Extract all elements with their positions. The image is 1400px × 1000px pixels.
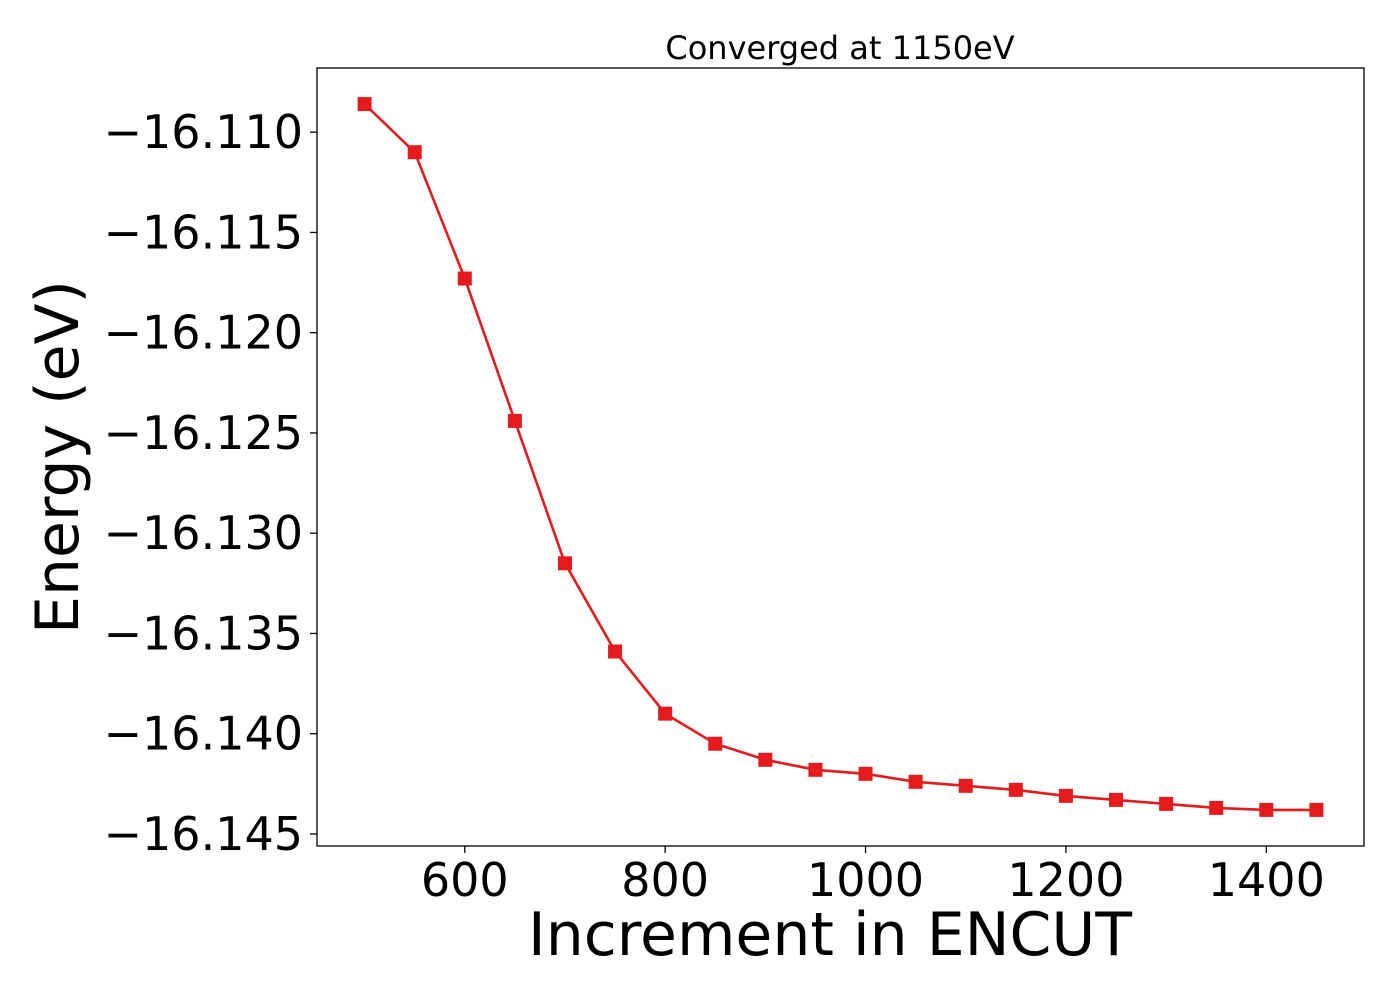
plot-frame <box>316 67 1365 847</box>
chart-title: Converged at 1150eV <box>665 29 1014 67</box>
y-tick-label: −16.145 <box>104 807 304 861</box>
data-point-marker <box>758 752 773 767</box>
data-point-marker <box>1058 788 1073 803</box>
data-point-marker <box>658 706 673 721</box>
data-point-marker <box>1159 796 1174 811</box>
y-tick-label: −16.130 <box>104 506 304 560</box>
data-point-marker <box>958 778 973 793</box>
data-point-marker <box>407 145 422 160</box>
y-tick-label: −16.120 <box>104 306 304 360</box>
data-point-marker <box>1309 802 1324 817</box>
data-point-marker <box>557 556 572 571</box>
plot-area <box>357 97 1324 817</box>
y-tick-label: −16.125 <box>104 406 304 460</box>
x-tick-label: 800 <box>621 853 709 907</box>
data-point-marker <box>808 762 823 777</box>
y-tick-label: −16.110 <box>104 105 304 159</box>
y-tick-label: −16.140 <box>104 707 304 761</box>
x-tick-label: 1400 <box>1208 853 1325 907</box>
data-point-marker <box>457 271 472 286</box>
y-tick-label: −16.115 <box>104 205 304 259</box>
data-point-marker <box>1008 782 1023 797</box>
data-point-marker <box>357 97 372 112</box>
ticks-layer: 600 800 1000 1200 1400 −16.110 −16.115 −16.120 −… <box>104 105 1325 907</box>
data-point-marker <box>608 644 623 659</box>
x-axis-label: Increment in ENCUT <box>528 900 1132 970</box>
data-point-marker <box>1109 792 1124 807</box>
data-point-marker <box>858 766 873 781</box>
series-line <box>363 103 1317 812</box>
data-point-marker <box>1259 802 1274 817</box>
x-tick-label: 1000 <box>807 853 924 907</box>
data-point-marker <box>507 413 522 428</box>
y-axis-label: Energy (eV) <box>23 280 93 634</box>
data-point-marker <box>908 774 923 789</box>
y-tick-label: −16.135 <box>104 606 304 660</box>
data-point-marker <box>1209 800 1224 815</box>
x-tick-label: 600 <box>421 853 509 907</box>
data-point-marker <box>708 736 723 751</box>
x-tick-label: 1200 <box>1007 853 1124 907</box>
